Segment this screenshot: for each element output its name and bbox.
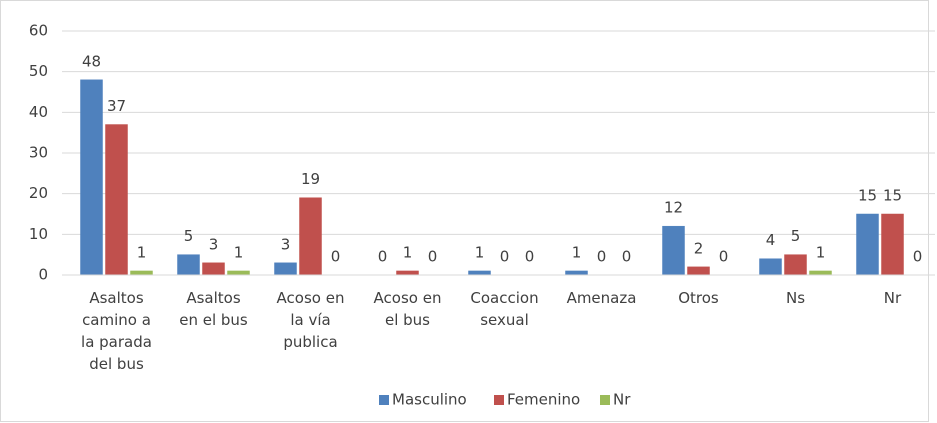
legend-label: Masculino: [392, 391, 467, 409]
data-label: 3: [209, 235, 219, 253]
y-tick-label: 40: [29, 103, 48, 121]
data-label: 15: [858, 187, 877, 205]
data-label: 1: [475, 243, 485, 261]
y-tick-label: 10: [29, 225, 48, 243]
data-label: 2: [694, 239, 704, 257]
data-label: 4: [766, 231, 776, 249]
data-label: 5: [184, 227, 194, 245]
x-tick-label: Nr: [884, 289, 902, 307]
data-label: 1: [572, 243, 582, 261]
bar: [687, 266, 710, 276]
bar: [202, 262, 225, 276]
y-tick-label: 60: [29, 22, 48, 40]
bar: [274, 262, 297, 276]
bar: [784, 254, 807, 276]
bar: [809, 270, 832, 276]
data-label: 0: [525, 248, 535, 266]
bar: [177, 254, 200, 276]
data-label: 0: [622, 248, 632, 266]
bar: [299, 197, 322, 276]
y-tick-label: 50: [29, 62, 48, 80]
data-label: 0: [331, 248, 341, 266]
bar: [130, 270, 153, 276]
data-label: 1: [234, 243, 244, 261]
legend-swatch: [494, 395, 504, 405]
data-label: 0: [913, 248, 923, 266]
data-label: 0: [378, 248, 388, 266]
x-tick-label: Asaltos en el bus: [179, 289, 248, 329]
data-label: 1: [137, 243, 147, 261]
data-label: 0: [719, 248, 729, 266]
data-label: 48: [82, 52, 101, 70]
data-label: 3: [281, 235, 291, 253]
data-label: 1: [816, 243, 826, 261]
data-label: 37: [107, 97, 126, 115]
legend-label: Femenino: [507, 391, 580, 409]
data-label: 5: [791, 227, 801, 245]
bar: [80, 79, 103, 276]
bar: [881, 213, 904, 276]
data-label: 0: [428, 248, 438, 266]
x-tick-label: Ns: [786, 289, 805, 307]
data-label: 0: [500, 248, 510, 266]
legend-label: Nr: [613, 391, 631, 409]
bar: [856, 213, 879, 276]
y-tick-label: 0: [38, 266, 48, 284]
y-tick-label: 30: [29, 144, 48, 162]
bar: [468, 270, 491, 276]
x-tick-label: Asaltos camino a la parada del bus: [81, 289, 152, 373]
bar: [759, 258, 782, 276]
data-label: 15: [883, 187, 902, 205]
bar: [662, 225, 685, 276]
data-label: 1: [403, 243, 413, 261]
bar: [565, 270, 588, 276]
data-label: 12: [664, 199, 683, 217]
x-tick-label: Otros: [678, 289, 719, 307]
y-tick-label: 20: [29, 184, 48, 202]
x-tick-label: Acoso en la vía publica: [277, 289, 345, 351]
bar: [396, 270, 419, 276]
x-tick-label: Acoso en el bus: [374, 289, 442, 329]
bar: [105, 124, 128, 276]
bar: [227, 270, 250, 276]
legend-swatch: [600, 395, 610, 405]
legend-swatch: [379, 395, 389, 405]
data-label: 0: [597, 248, 607, 266]
x-tick-label: Coaccion sexual: [470, 289, 538, 329]
x-tick-label: Amenaza: [567, 289, 637, 307]
data-label: 19: [301, 170, 320, 188]
